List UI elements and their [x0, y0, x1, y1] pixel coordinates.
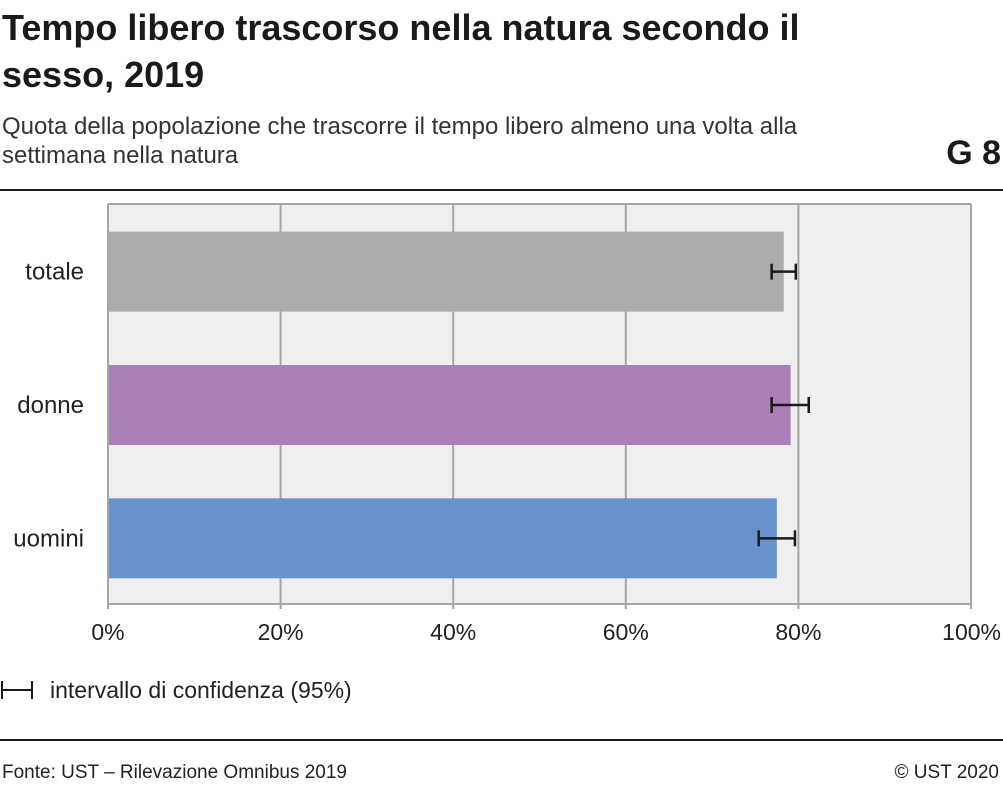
figure-number: G 8	[946, 134, 1001, 172]
category-label-uomini: uomini	[13, 525, 84, 552]
confidence-interval-icon	[1, 681, 33, 699]
source-note: Fonte: UST – Rilevazione Omnibus 2019	[2, 762, 347, 783]
bar-chart: totale donne uomini 0% 20% 40% 60% 80% 100%	[13, 203, 1001, 645]
x-tick-label: 80%	[775, 619, 821, 645]
bars	[109, 231, 791, 579]
bar-totale	[109, 231, 784, 312]
category-labels: totale donne uomini	[13, 259, 84, 553]
error-bar-totale	[770, 263, 798, 280]
error-bars	[757, 263, 811, 547]
footer-divider	[0, 739, 1003, 741]
x-tick-label: 100%	[942, 619, 1001, 645]
error-bar-uomini	[757, 530, 797, 547]
x-axis-ticks: 0% 20% 40% 60% 80% 100%	[91, 619, 1001, 645]
category-label-totale: totale	[25, 259, 84, 286]
copyright-note: © UST 2020	[894, 762, 999, 783]
x-tick-label: 0%	[91, 619, 124, 645]
chart-title: Tempo libero trascorso nella natura seco…	[2, 7, 800, 95]
bar-donne	[109, 365, 791, 445]
x-tick-label: 40%	[430, 619, 476, 645]
x-tick-label: 20%	[258, 619, 304, 645]
error-bar-donne	[770, 397, 811, 413]
bar-uomini	[109, 498, 777, 579]
x-tick-label: 60%	[603, 619, 649, 645]
legend: intervallo di confidenza (95%)	[0, 672, 352, 708]
legend-label: intervallo di confidenza (95%)	[50, 676, 352, 703]
category-label-donne: donne	[17, 392, 84, 419]
header-divider	[0, 189, 1003, 191]
chart-subtitle: Quota della popolazione che trascorre il…	[2, 113, 798, 169]
